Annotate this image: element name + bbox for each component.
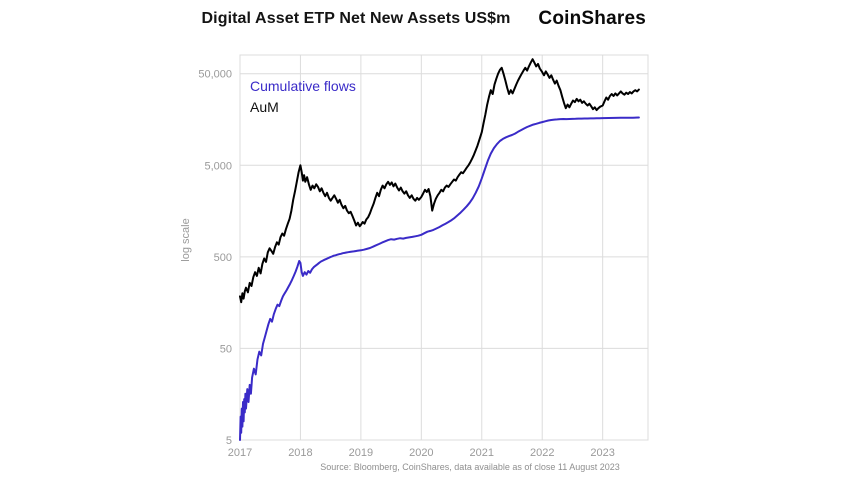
source-note: Source: Bloomberg, CoinShares, data avai… (320, 462, 620, 472)
coinshares-logo: CoinShares (538, 8, 646, 29)
y-tick-label: 50,000 (198, 69, 232, 81)
y-axis-label: log scale (180, 218, 192, 262)
y-tick-label: 5,000 (204, 160, 232, 172)
y-tick-label: 5 (226, 435, 232, 447)
x-tick-label: 2018 (288, 447, 312, 459)
x-tick-label: 2021 (470, 447, 494, 459)
series-line-aum (239, 58, 640, 304)
legend-aum: AuM (250, 99, 279, 115)
x-tick-label: 2020 (409, 447, 433, 459)
y-tick-label: 50 (220, 343, 232, 355)
x-tick-label: 2017 (228, 447, 252, 459)
x-tick-label: 2023 (590, 447, 614, 459)
page-title: Digital Asset ETP Net New Assets US$m (201, 10, 511, 27)
chart-legend: Cumulative flows AuM (250, 76, 356, 118)
y-tick-label: 500 (214, 252, 232, 264)
x-tick-label: 2022 (530, 447, 554, 459)
series-line-cumulative-flows (239, 116, 640, 441)
legend-cumulative-flows: Cumulative flows (250, 78, 356, 94)
x-tick-label: 2019 (349, 447, 373, 459)
